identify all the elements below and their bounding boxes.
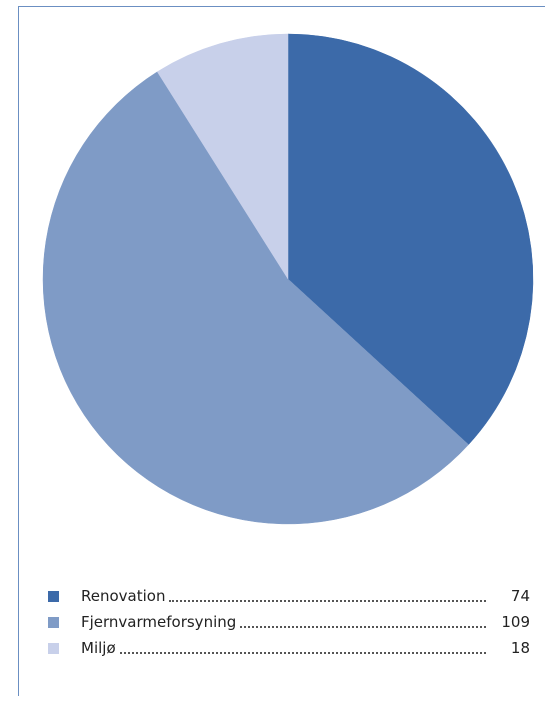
legend-item-renovation: Renovation 74 (48, 583, 530, 609)
pie-chart (42, 33, 534, 525)
pie-slice-renovation (287, 33, 534, 445)
legend-item-fjernvarmeforsyning: Fjernvarmeforsyning 109 (48, 609, 530, 635)
legend-label-miljo: Miljø (81, 639, 116, 657)
legend-label-fjernvarmeforsyning: Fjernvarmeforsyning (81, 613, 237, 631)
legend-value-renovation: 74 (510, 587, 530, 605)
legend-value-miljo: 18 (510, 639, 530, 657)
legend-leader-dots (119, 652, 486, 654)
legend-leader-dots (169, 600, 486, 602)
pie-slice-milj- (156, 33, 289, 280)
legend-item-miljo: Miljø 18 (48, 635, 530, 661)
legend-value-fjernvarmeforsyning: 109 (501, 613, 530, 631)
pie-slice-fjernvarmeforsyning (42, 71, 469, 525)
legend-swatch-fjernvarmeforsyning (48, 616, 59, 628)
legend-label-renovation: Renovation (81, 587, 166, 605)
legend-leader-dots (240, 626, 486, 628)
legend-swatch-renovation (48, 590, 59, 602)
legend-swatch-miljo (48, 642, 59, 654)
legend: Renovation 74 Fjernvarmeforsyning 109 Mi… (48, 583, 530, 661)
chart-frame (18, 6, 545, 696)
